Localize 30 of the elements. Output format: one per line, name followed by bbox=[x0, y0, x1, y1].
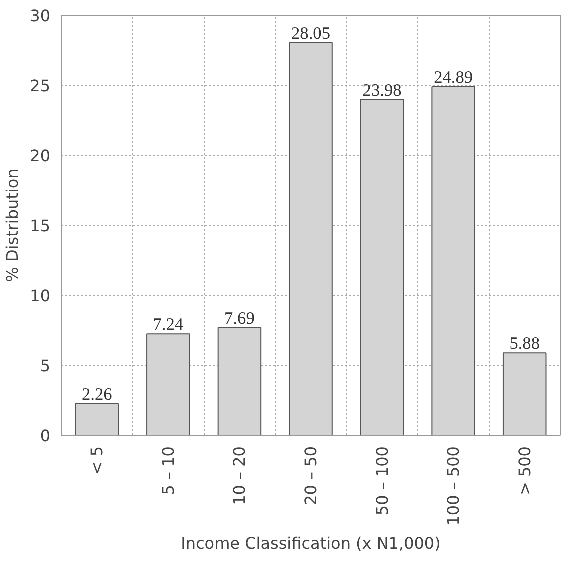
data-label: 5.88 bbox=[510, 334, 540, 354]
bar bbox=[146, 334, 190, 436]
data-label: 7.24 bbox=[153, 315, 184, 334]
bar bbox=[360, 99, 404, 436]
y-tick-label: 20 bbox=[30, 146, 50, 166]
x-tick-label: 50 – 100 bbox=[372, 446, 392, 516]
y-tick-label: 15 bbox=[30, 216, 50, 236]
bar bbox=[432, 86, 476, 436]
y-tick-label: 0 bbox=[40, 426, 51, 446]
x-tick-label: 20 – 50 bbox=[302, 446, 320, 506]
data-label: 2.26 bbox=[82, 384, 113, 404]
y-axis-title: % Distribution bbox=[3, 168, 22, 282]
bar bbox=[218, 327, 262, 436]
y-tick-label: 25 bbox=[30, 76, 50, 96]
y-tick-label: 30 bbox=[30, 6, 50, 26]
bar bbox=[289, 42, 333, 436]
bar bbox=[502, 352, 547, 436]
data-label: 28.05 bbox=[292, 24, 331, 43]
y-tick-label: 5 bbox=[40, 356, 51, 376]
x-tick-label: < 5 bbox=[88, 446, 107, 476]
x-tick-label: > 500 bbox=[515, 446, 534, 496]
x-axis-title: Income Classification (x N1,000) bbox=[181, 534, 441, 553]
data-label: 23.98 bbox=[362, 80, 402, 100]
x-tick-label: 5 – 10 bbox=[158, 446, 178, 496]
x-tick-label: 100 – 500 bbox=[444, 446, 464, 526]
x-tick-label: 10 – 20 bbox=[230, 446, 250, 506]
y-tick-label: 10 bbox=[30, 286, 50, 306]
bar bbox=[75, 403, 120, 436]
data-label: 24.89 bbox=[434, 68, 474, 88]
data-label: 7.69 bbox=[224, 308, 255, 328]
